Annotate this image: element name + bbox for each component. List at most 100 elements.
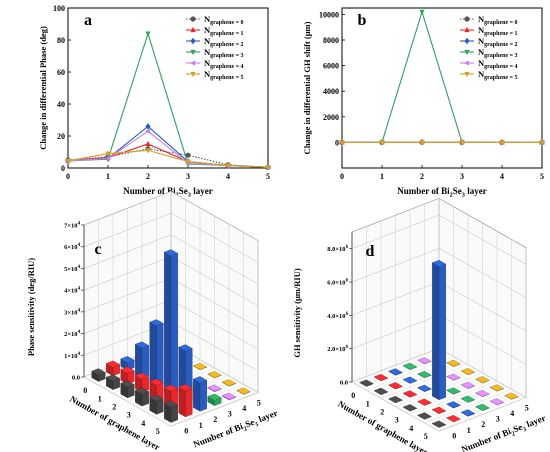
bar-top <box>149 378 164 386</box>
z-tick-label: 1×104 <box>64 352 80 360</box>
bar <box>417 370 432 379</box>
bar <box>402 404 418 412</box>
bar <box>475 403 490 411</box>
data-point <box>145 123 151 130</box>
graphene-axis: 0 1 2 3 4 5 <box>351 391 428 441</box>
bar <box>388 395 403 404</box>
legend-marker <box>464 49 470 56</box>
panel-letter: a <box>84 12 92 29</box>
bar-face <box>438 263 446 401</box>
bise-tick-label: 2 <box>481 420 485 429</box>
bar-top <box>163 249 179 257</box>
bar <box>178 384 193 418</box>
bar-face <box>185 388 193 418</box>
bar-top <box>431 420 447 428</box>
bar <box>359 379 374 387</box>
bise-tick-label: 5 <box>257 398 261 407</box>
bar <box>134 387 150 407</box>
legend-entry: Ngraphene = 0 <box>478 14 518 26</box>
series-4 <box>64 128 271 170</box>
bar-top <box>417 398 432 406</box>
y-tick-label: 20 <box>57 132 65 141</box>
bar-top <box>105 374 121 382</box>
bise-tick-label: 4 <box>510 409 514 418</box>
data-point <box>145 148 151 154</box>
bar-top <box>417 370 432 378</box>
y-axis-label: Change in differential GH shift (μm) <box>302 21 312 154</box>
floor-grid <box>438 348 527 398</box>
data-point <box>144 128 151 134</box>
bar <box>460 381 476 389</box>
bar <box>489 384 505 392</box>
bar <box>475 389 490 398</box>
legend-entry: Ngraphene = 1 <box>204 25 244 37</box>
bar-top <box>236 387 251 395</box>
graphene-tick-label: 4 <box>141 419 145 428</box>
bar <box>446 373 461 381</box>
bar-top <box>134 341 150 349</box>
y-tick-label: 8000 <box>323 36 339 45</box>
x-tick-label: 3 <box>460 172 464 181</box>
bar-top <box>192 376 208 384</box>
graphene-tick-label: 2 <box>112 403 116 412</box>
graphene-tick-label: 2 <box>380 408 384 417</box>
legend-entry: Ngraphene = 5 <box>478 69 518 81</box>
graphene-tick-label: 0 <box>351 391 355 400</box>
z-tick-label: 2×104 <box>64 330 80 338</box>
bar <box>134 341 150 379</box>
bar-top <box>402 362 418 370</box>
series-line <box>67 149 269 168</box>
y-tick-label: 100 <box>53 4 65 13</box>
graphene-tick-label: 5 <box>156 427 160 436</box>
bise-tick-label: 2 <box>213 415 217 424</box>
data-point <box>419 140 425 146</box>
bar <box>417 384 432 392</box>
bise-axis: 0 1 2 3 4 5 <box>184 398 261 435</box>
bar-top <box>192 362 208 370</box>
bar-top <box>489 384 505 392</box>
bar-top <box>446 373 461 381</box>
graphene-tick-label: 0 <box>83 386 87 395</box>
panel-letter: b <box>358 12 367 29</box>
data-point <box>104 155 111 161</box>
bars <box>359 259 519 428</box>
legend-entry: Ngraphene = 4 <box>478 58 518 70</box>
bise-axis-label: Number of Bi2Se3 layer <box>460 413 548 452</box>
bar <box>460 367 476 376</box>
bar-top <box>120 380 135 388</box>
data-point <box>185 152 191 158</box>
bar <box>431 420 447 428</box>
bar <box>504 392 519 400</box>
legend-marker <box>464 37 470 45</box>
z-tick-label: 0.0 <box>340 380 348 387</box>
data-point <box>65 158 71 164</box>
y-tick-label: 2000 <box>323 113 339 122</box>
data-point <box>105 151 111 157</box>
bar <box>221 392 237 401</box>
bar-top <box>402 404 418 411</box>
data-point <box>265 165 271 171</box>
bar <box>192 376 208 412</box>
bar-top <box>388 382 403 389</box>
bar-top <box>134 372 150 380</box>
graphene-tick-label: 3 <box>395 416 399 425</box>
bar-top <box>149 319 164 327</box>
bar-face <box>170 404 178 423</box>
y-tick-label: 40 <box>57 100 65 109</box>
legend-marker <box>463 60 470 66</box>
y-tick-label: 0 <box>335 138 339 147</box>
data-point <box>339 140 345 146</box>
y-tick-label: 60 <box>57 68 65 77</box>
x-tick-label: 4 <box>500 172 504 181</box>
bar <box>134 372 150 393</box>
legend-marker <box>190 37 196 45</box>
bise-axis: 0 1 2 3 4 5 <box>452 403 529 440</box>
bar-top <box>221 392 237 400</box>
data-point <box>379 140 385 146</box>
series-line <box>67 130 269 168</box>
bise-tick-label: 3 <box>228 410 232 419</box>
bar-top <box>388 368 403 376</box>
